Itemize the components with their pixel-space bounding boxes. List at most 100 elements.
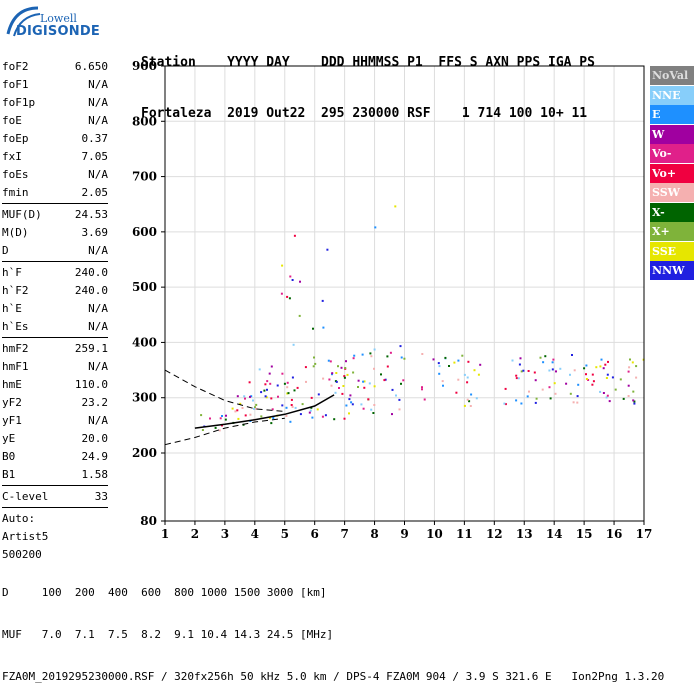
echo-point [255, 403, 258, 406]
echo-point [432, 358, 435, 361]
echo-point [314, 362, 317, 365]
echo-point [605, 377, 608, 379]
echo-point [350, 401, 353, 404]
echo-point [249, 413, 252, 416]
param-separator [2, 507, 108, 508]
echo-point [552, 358, 555, 361]
echo-point [511, 359, 514, 362]
echo-point [258, 368, 261, 371]
echo-point [312, 365, 315, 368]
echo-point [218, 429, 221, 432]
echo-point [591, 373, 594, 376]
echo-point [608, 400, 611, 403]
param-name: C-level [2, 490, 49, 503]
echo-point [466, 376, 469, 379]
echo-point [542, 361, 545, 364]
param-value: N/A [88, 414, 108, 427]
echo-point [571, 354, 573, 356]
echo-point [383, 379, 386, 382]
param-value: 3.69 [81, 226, 109, 239]
echo-point [372, 412, 375, 414]
echo-point [469, 405, 472, 407]
echo-point [214, 426, 217, 429]
echo-point [268, 372, 271, 375]
echo-point [535, 397, 538, 400]
echo-point [353, 354, 356, 357]
y-tick-label: 900 [132, 59, 157, 73]
echo-point [444, 356, 447, 359]
echo-point [290, 398, 293, 401]
param-row: fxI 7.05 [2, 148, 108, 166]
param-name: foE [2, 114, 22, 127]
param-name: hmF1 [2, 360, 29, 373]
echo-point [423, 398, 426, 401]
echo-point [286, 295, 289, 298]
echo-point [463, 373, 466, 376]
echo-point [599, 365, 602, 368]
echo-point [291, 405, 294, 408]
echo-point [585, 373, 587, 376]
echo-point [296, 386, 299, 389]
echo-point [370, 408, 373, 411]
echo-point [249, 395, 251, 398]
echo-point [264, 395, 267, 398]
echo-point [544, 355, 547, 358]
echo-point [517, 377, 520, 380]
param-name: h`F2 [2, 284, 29, 297]
param-name: foF1p [2, 96, 36, 109]
param-row: hmF1 N/A [2, 358, 108, 376]
param-name: h`Es [2, 320, 29, 333]
echo-point [348, 412, 350, 415]
echo-point [270, 365, 273, 368]
echo-point [635, 376, 638, 379]
echo-point [331, 372, 334, 375]
echo-point [367, 398, 370, 401]
param-value: 0.37 [81, 132, 109, 145]
echo-point [457, 359, 460, 362]
legend-item: NNW [650, 261, 694, 280]
echo-point [386, 355, 389, 358]
dashed-curve [164, 417, 285, 446]
echo-point [627, 384, 630, 387]
echo-point [572, 401, 575, 404]
legend-item: W [650, 124, 694, 144]
param-value: 240.0 [74, 266, 108, 279]
echo-point [595, 366, 598, 369]
echo-point [362, 380, 365, 383]
legend-item: Vo+ [650, 163, 694, 183]
echo-point [548, 369, 551, 372]
echo-point [463, 404, 466, 407]
param-value: 33 [94, 490, 108, 503]
echo-point [291, 376, 294, 379]
y-tick-label: 800 [132, 114, 157, 128]
param-value: 110.0 [74, 378, 108, 391]
echo-point [243, 395, 246, 398]
legend-item: X- [650, 202, 694, 222]
echo-point [437, 362, 440, 365]
param-value: 20.0 [81, 432, 109, 445]
echo-point [602, 367, 605, 370]
param-name: foF2 [2, 60, 29, 73]
digisonde-logo: Lowell DIGISONDE [2, 2, 100, 44]
echo-point [606, 373, 609, 376]
param-row: foF2 6.650 [2, 58, 108, 76]
echo-point [470, 393, 473, 396]
echo-point [522, 369, 525, 372]
legend-item: NNE [650, 85, 694, 105]
echo-point [602, 392, 605, 394]
echo-point [287, 392, 290, 395]
echo-point [294, 406, 297, 409]
param-row: Auto: [2, 510, 108, 528]
echo-point [363, 386, 366, 389]
param-value: 24.9 [81, 450, 109, 463]
echo-point [455, 391, 458, 394]
logo-text-digisonde: DIGISONDE [16, 24, 100, 39]
echo-point [635, 365, 638, 368]
echo-point [352, 371, 355, 374]
param-value: N/A [88, 320, 108, 333]
param-value: N/A [88, 78, 108, 91]
echo-point [293, 389, 296, 392]
x-tick-label: 11 [456, 527, 473, 541]
echo-point [264, 383, 267, 386]
echo-point [631, 361, 634, 364]
